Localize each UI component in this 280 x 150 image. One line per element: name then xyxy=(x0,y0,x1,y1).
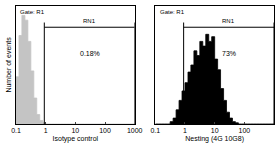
svg-text:Isotype control: Isotype control xyxy=(53,135,99,143)
svg-text:10: 10 xyxy=(71,127,79,134)
svg-text:0.18%: 0.18% xyxy=(80,50,100,57)
svg-text:0.1: 0.1 xyxy=(11,127,21,134)
svg-text:10: 10 xyxy=(211,127,219,134)
svg-text:0.1: 0.1 xyxy=(150,127,160,134)
svg-text:Gate: R1: Gate: R1 xyxy=(160,9,185,15)
svg-text:Gate: R1: Gate: R1 xyxy=(20,9,45,15)
svg-text:Nesting (4G 10G8): Nesting (4G 10G8) xyxy=(185,135,244,143)
svg-text:1: 1 xyxy=(183,127,187,134)
svg-text:100: 100 xyxy=(99,127,111,134)
svg-text:73%: 73% xyxy=(222,50,236,57)
svg-text:Number of events: Number of events xyxy=(5,37,12,93)
svg-text:1000: 1000 xyxy=(127,127,143,134)
svg-text:1: 1 xyxy=(44,127,48,134)
svg-text:100: 100 xyxy=(238,127,250,134)
svg-text:RN1: RN1 xyxy=(83,18,96,24)
svg-text:RN1: RN1 xyxy=(222,18,235,24)
